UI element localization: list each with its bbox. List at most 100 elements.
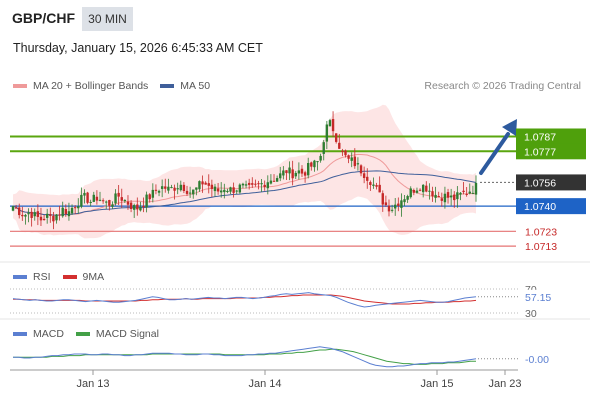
- candle-body: [437, 196, 440, 198]
- candle-body: [235, 190, 238, 192]
- rsi-panel: 703057.15: [10, 284, 555, 320]
- candle-body: [173, 187, 176, 191]
- candle-body: [468, 191, 471, 194]
- candle-body: [216, 188, 220, 192]
- bollinger-band-area: [13, 104, 476, 239]
- rsi-line: [12, 292, 477, 308]
- candle-body: [192, 189, 195, 195]
- candle-body: [418, 189, 422, 191]
- macd-line: [13, 346, 477, 368]
- candle-body: [219, 190, 223, 193]
- candle-body: [366, 176, 369, 181]
- candle-body: [70, 207, 74, 214]
- ma50-swatch: [160, 84, 175, 88]
- candle-body: [425, 185, 428, 192]
- level-label-pivot: 1.0740: [524, 201, 556, 213]
- level-badge-current: [516, 174, 586, 191]
- candle-body: [459, 192, 462, 195]
- candle-body: [52, 215, 55, 222]
- x-tick-label: Jan 14: [248, 378, 281, 390]
- candle-body: [95, 196, 99, 201]
- macd-last-label: -0.00: [525, 354, 549, 366]
- candle-body: [86, 192, 89, 203]
- candle-body: [247, 182, 251, 185]
- bollinger-bands: [13, 104, 476, 239]
- timeframe-button[interactable]: 30 MIN: [82, 7, 133, 31]
- candle-body: [148, 194, 151, 200]
- candle-body: [154, 189, 158, 191]
- rsi-level-label: 30: [525, 308, 537, 320]
- candle-body: [157, 190, 161, 193]
- candle-body: [254, 183, 257, 185]
- candle-body: [344, 150, 347, 156]
- candle-body: [269, 180, 273, 184]
- candle-body: [105, 201, 108, 203]
- candle-body: [359, 165, 363, 174]
- candle-body: [201, 181, 204, 185]
- candle-body: [136, 204, 139, 210]
- level-labels: 1.0787 1.0777 1.0756 1.0740 1.0723 1.0713: [516, 128, 586, 253]
- candle-body: [328, 120, 332, 127]
- candle-body: [111, 204, 114, 207]
- candle-body: [474, 182, 478, 195]
- candle-body: [303, 172, 307, 176]
- candle-body: [381, 193, 384, 205]
- rsi-9ma-line: [13, 294, 477, 305]
- candle-body: [446, 192, 450, 198]
- price-legend: MA 20 + Bollinger Bands MA 50: [13, 80, 222, 92]
- ma20-swatch: [13, 84, 27, 88]
- level-badge-resistance: [516, 128, 586, 145]
- candle-body: [210, 184, 214, 189]
- legend-ma20-label: MA 20 + Bollinger Bands: [33, 80, 149, 92]
- candle-body: [64, 209, 68, 215]
- price-levels: [10, 135, 516, 247]
- candle-body: [279, 173, 282, 179]
- candle-body: [406, 196, 409, 200]
- forecast-arrow: [479, 119, 517, 175]
- legend-rsi: RSI: [13, 271, 51, 283]
- x-tick-label: Jan 15: [420, 378, 453, 390]
- rsi-last-label: 57.15: [525, 292, 551, 304]
- candle-body: [257, 183, 260, 185]
- legend-9ma-label: 9MA: [82, 271, 105, 283]
- candle-body: [164, 186, 167, 189]
- x-tick-label: Jan 23: [488, 378, 521, 390]
- arrow-head: [502, 119, 517, 136]
- candle-body: [443, 193, 447, 203]
- candle-body: [465, 193, 468, 195]
- legend-ma20: MA 20 + Bollinger Bands: [13, 80, 148, 92]
- legend-macd-label: MACD: [33, 328, 64, 340]
- candle-body: [310, 162, 313, 167]
- candle-body: [145, 194, 148, 208]
- candle-body: [244, 184, 248, 186]
- candle-body: [440, 198, 444, 201]
- candle-body: [266, 182, 270, 189]
- candle-body: [114, 193, 117, 204]
- level-label-resistance: 1.0777: [524, 146, 556, 158]
- rsi-last-badge: [521, 289, 555, 303]
- candle-body: [421, 184, 425, 193]
- candle-body: [375, 185, 378, 187]
- legend-macd: MACD: [13, 328, 64, 340]
- candle-body: [223, 189, 226, 193]
- candle-body: [67, 211, 71, 217]
- macd-signal-swatch: [75, 332, 90, 336]
- candle-body: [160, 186, 164, 189]
- candle-body: [347, 155, 350, 159]
- x-tick-label: Jan 13: [76, 378, 109, 390]
- level-badge-pivot: [516, 198, 586, 215]
- candle-body: [356, 163, 360, 165]
- candle-body: [83, 192, 86, 196]
- candle-body: [260, 183, 263, 185]
- symbol-title: GBP/CHF: [12, 10, 75, 26]
- candle-body: [353, 156, 357, 167]
- candle-body: [30, 211, 33, 218]
- candle-body: [45, 213, 49, 218]
- candle-body: [400, 200, 403, 208]
- candle-body: [207, 183, 210, 186]
- candle-body: [350, 157, 353, 161]
- candle-body: [369, 182, 372, 185]
- candle-body: [167, 186, 170, 191]
- candle-body: [325, 124, 329, 142]
